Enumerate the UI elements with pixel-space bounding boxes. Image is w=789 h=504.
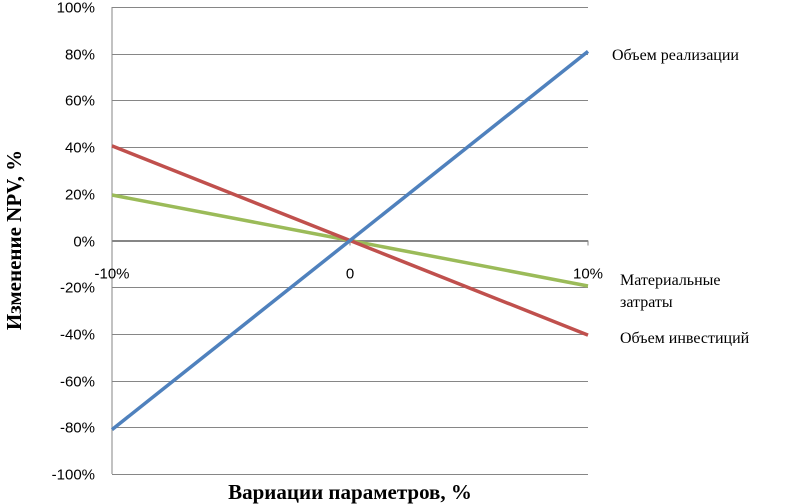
- y-tick-label: 20%: [65, 187, 95, 204]
- y-tick-label: 100%: [57, 0, 95, 17]
- x-tick-label: 0: [346, 266, 354, 283]
- x-tick-labels: -10% 0 10%: [94, 240, 603, 283]
- legend-entry: Материальные затраты: [620, 272, 721, 311]
- legend-entry: Объем реализации: [612, 47, 739, 64]
- y-tick-label: 40%: [65, 140, 95, 157]
- x-axis-title: Вариации параметров, %: [228, 480, 472, 504]
- legend-entry: Объем инвестиций: [620, 330, 750, 347]
- y-tick-label: 80%: [65, 47, 95, 64]
- y-tick-label: -100%: [52, 467, 95, 484]
- legend: Объем реализации Материальные затраты Объем…: [612, 47, 750, 347]
- y-tick-label: -20%: [60, 280, 95, 297]
- x-tick-label: 10%: [573, 266, 603, 283]
- y-axis-title: Изменение NPV, %: [2, 150, 26, 330]
- x-tick-label: -10%: [94, 266, 129, 283]
- y-tick-label: -40%: [60, 327, 95, 344]
- y-tick-label: -80%: [60, 420, 95, 437]
- y-tick-labels: 100% 80% 60% 40% 20% 0% -20% -40% -60% -80% -100%: [52, 0, 95, 484]
- y-tick-label: -60%: [60, 374, 95, 391]
- y-tick-label: 0%: [73, 234, 95, 251]
- y-tick-label: 60%: [65, 93, 95, 110]
- series-lines: [110, 50, 590, 431]
- series-line: [110, 50, 590, 431]
